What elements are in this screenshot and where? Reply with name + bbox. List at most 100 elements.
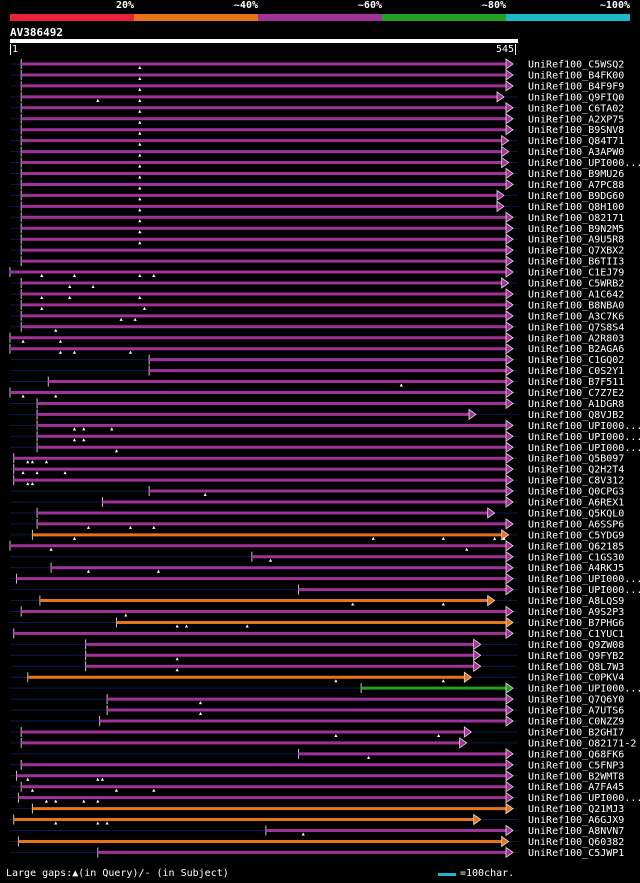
- hit-row[interactable]: UniRef100_A8NVN7: [10, 824, 624, 838]
- hit-label[interactable]: UniRef100_A9U5R8: [528, 235, 624, 246]
- hit-label[interactable]: UniRef100_UPI000...: [528, 443, 640, 454]
- hit-label[interactable]: UniRef100_C1YUC1: [528, 629, 624, 640]
- hit-label[interactable]: UniRef100_Q84T71: [528, 136, 624, 147]
- hit-row[interactable]: UniRef100_B7PHG6: [10, 616, 624, 629]
- hit-row[interactable]: UniRef100_A1DGR8: [10, 397, 624, 410]
- hit-label[interactable]: UniRef100_UPI000...: [528, 574, 640, 585]
- hit-row[interactable]: UniRef100_A9U5R8: [10, 233, 624, 246]
- hit-label[interactable]: UniRef100_C5YDG9: [528, 530, 624, 541]
- hit-label[interactable]: UniRef100_C5WRB2: [528, 279, 624, 290]
- hit-label[interactable]: UniRef100_B2WMT8: [528, 771, 624, 782]
- hit-label[interactable]: UniRef100_C0NZZ9: [528, 717, 624, 728]
- hit-row[interactable]: UniRef100_C7Z7E2: [9, 386, 624, 400]
- hit-label[interactable]: UniRef100_Q8H100: [528, 202, 624, 213]
- hit-label[interactable]: UniRef100_C6TA02: [528, 103, 624, 114]
- hit-row[interactable]: UniRef100_C0S2Y1: [10, 364, 624, 378]
- hit-label[interactable]: UniRef100_Q62185: [528, 541, 624, 552]
- hit-label[interactable]: UniRef100_UPI000...: [528, 585, 640, 596]
- hit-label[interactable]: UniRef100_A6SSP6: [528, 519, 624, 530]
- hit-label[interactable]: UniRef100_UPI000...: [528, 684, 640, 695]
- hit-row[interactable]: UniRef100_Q8H100: [10, 200, 624, 213]
- hit-label[interactable]: UniRef100_A1C642: [528, 289, 624, 300]
- hit-label[interactable]: UniRef100_C5WSQ2: [528, 60, 624, 71]
- hit-label[interactable]: UniRef100_Q5KQL0: [528, 508, 624, 519]
- hit-row[interactable]: UniRef100_O82171: [10, 211, 624, 224]
- hit-label[interactable]: UniRef100_Q21MJ3: [528, 804, 624, 815]
- hit-label[interactable]: UniRef100_C1EJ79: [528, 268, 624, 279]
- hit-label[interactable]: UniRef100_C1GQ02: [528, 355, 624, 366]
- hit-label[interactable]: UniRef100_UPI000...: [528, 158, 640, 169]
- hit-row[interactable]: UniRef100_Q21MJ3: [10, 802, 624, 816]
- hit-label[interactable]: UniRef100_B8NBA0: [528, 300, 624, 311]
- hit-row[interactable]: UniRef100_Q7Q6Y0: [10, 693, 624, 706]
- hit-label[interactable]: UniRef100_A9S2P3: [528, 607, 624, 618]
- hit-row[interactable]: UniRef100_A1C642: [10, 288, 624, 301]
- hit-row[interactable]: UniRef100_Q8L7W3: [10, 660, 624, 673]
- hit-label[interactable]: UniRef100_B7F511: [528, 377, 624, 388]
- hit-label[interactable]: UniRef100_C0PKV4: [528, 673, 624, 684]
- hit-row[interactable]: UniRef100_A6SSP6: [10, 518, 624, 531]
- hit-label[interactable]: UniRef100_A8LQS9: [528, 596, 624, 607]
- hit-label[interactable]: UniRef100_A6GJX9: [528, 815, 624, 826]
- hit-row[interactable]: UniRef100_C1GS30: [10, 550, 624, 564]
- hit-label[interactable]: UniRef100_A4RKJ5: [528, 563, 624, 574]
- hit-row[interactable]: UniRef100_UPI000...: [10, 419, 640, 432]
- hit-row[interactable]: UniRef100_A3APW0: [10, 145, 624, 159]
- hit-row[interactable]: UniRef100_B4F9F9: [10, 80, 624, 93]
- hit-label[interactable]: UniRef100_O82171-2: [528, 738, 636, 749]
- hit-label[interactable]: UniRef100_A3C7K6: [528, 311, 624, 322]
- hit-row[interactable]: UniRef100_UPI000...: [10, 583, 640, 597]
- hit-row[interactable]: UniRef100_A7PC88: [10, 178, 624, 191]
- hit-label[interactable]: UniRef100_C8V312: [528, 476, 624, 487]
- hit-row[interactable]: UniRef100_A8LQS9: [10, 594, 624, 608]
- hit-row[interactable]: UniRef100_C0PKV4: [10, 671, 624, 684]
- hit-row[interactable]: UniRef100_Q84T71: [10, 134, 624, 148]
- hit-row[interactable]: UniRef100_UPI000...: [10, 156, 640, 170]
- hit-row[interactable]: UniRef100_UPI000...: [10, 430, 640, 443]
- hit-label[interactable]: UniRef100_Q5B097: [528, 454, 624, 465]
- hit-row[interactable]: UniRef100_B9DG60: [10, 189, 624, 202]
- hit-label[interactable]: UniRef100_A8NVN7: [528, 826, 624, 837]
- hit-row[interactable]: UniRef100_C5FNP3: [10, 759, 624, 772]
- hit-label[interactable]: UniRef100_A7PC88: [528, 180, 624, 191]
- hit-label[interactable]: UniRef100_A7UTS6: [528, 706, 624, 717]
- hit-row[interactable]: UniRef100_A7UTS6: [10, 704, 624, 717]
- hit-label[interactable]: UniRef100_Q60382: [528, 837, 624, 848]
- hit-label[interactable]: UniRef100_Q2H2T4: [528, 465, 624, 476]
- hit-label[interactable]: UniRef100_Q9ZW08: [528, 640, 624, 651]
- hit-label[interactable]: UniRef100_C5JWP1: [528, 848, 624, 859]
- hit-row[interactable]: UniRef100_A4RKJ5: [10, 561, 624, 575]
- hit-label[interactable]: UniRef100_UPI000...: [528, 432, 640, 443]
- hit-label[interactable]: UniRef100_A3APW0: [528, 147, 624, 158]
- hit-label[interactable]: UniRef100_B9DG60: [528, 191, 624, 202]
- hit-row[interactable]: UniRef100_Q7XBX2: [10, 244, 624, 257]
- hit-row[interactable]: UniRef100_Q9ZW08: [10, 638, 624, 651]
- hit-row[interactable]: UniRef100_UPI000...: [10, 572, 640, 586]
- hit-row[interactable]: UniRef100_UPI000...: [10, 682, 640, 695]
- hit-row[interactable]: UniRef100_A6GJX9: [10, 813, 624, 827]
- hit-row[interactable]: UniRef100_Q5B097: [10, 452, 624, 465]
- hit-label[interactable]: UniRef100_A2R803: [528, 333, 624, 344]
- hit-label[interactable]: UniRef100_A1DGR8: [528, 399, 624, 410]
- hit-row[interactable]: UniRef100_A3C7K6: [10, 310, 624, 323]
- hit-row[interactable]: UniRef100_UPI000...: [10, 791, 640, 805]
- hit-label[interactable]: UniRef100_B7PHG6: [528, 618, 624, 629]
- hit-row[interactable]: UniRef100_C8V312: [10, 474, 624, 487]
- hit-label[interactable]: UniRef100_UPI000...: [528, 421, 640, 432]
- hit-row[interactable]: UniRef100_Q68FK6: [10, 748, 624, 761]
- hit-label[interactable]: UniRef100_C5FNP3: [528, 760, 624, 771]
- hit-row[interactable]: UniRef100_B4FK00: [10, 69, 624, 82]
- hit-label[interactable]: UniRef100_Q7S8S4: [528, 322, 624, 333]
- hit-row[interactable]: UniRef100_C5WSQ2: [10, 58, 624, 71]
- hit-label[interactable]: UniRef100_A2XP75: [528, 114, 624, 125]
- hit-label[interactable]: UniRef100_B2GHI7: [528, 727, 624, 738]
- hit-row[interactable]: UniRef100_B2WMT8: [10, 769, 624, 783]
- hit-label[interactable]: UniRef100_Q9FIQ0: [528, 92, 624, 103]
- hit-row[interactable]: UniRef100_C1YUC1: [10, 627, 624, 640]
- hit-label[interactable]: UniRef100_Q7XBX2: [528, 246, 624, 257]
- hit-row[interactable]: UniRef100_C1EJ79: [9, 266, 624, 279]
- hit-row[interactable]: UniRef100_C1GQ02: [10, 353, 624, 367]
- hit-row[interactable]: UniRef100_UPI000...: [10, 441, 640, 454]
- hit-row[interactable]: UniRef100_Q60382: [10, 835, 624, 848]
- hit-label[interactable]: UniRef100_Q68FK6: [528, 749, 624, 760]
